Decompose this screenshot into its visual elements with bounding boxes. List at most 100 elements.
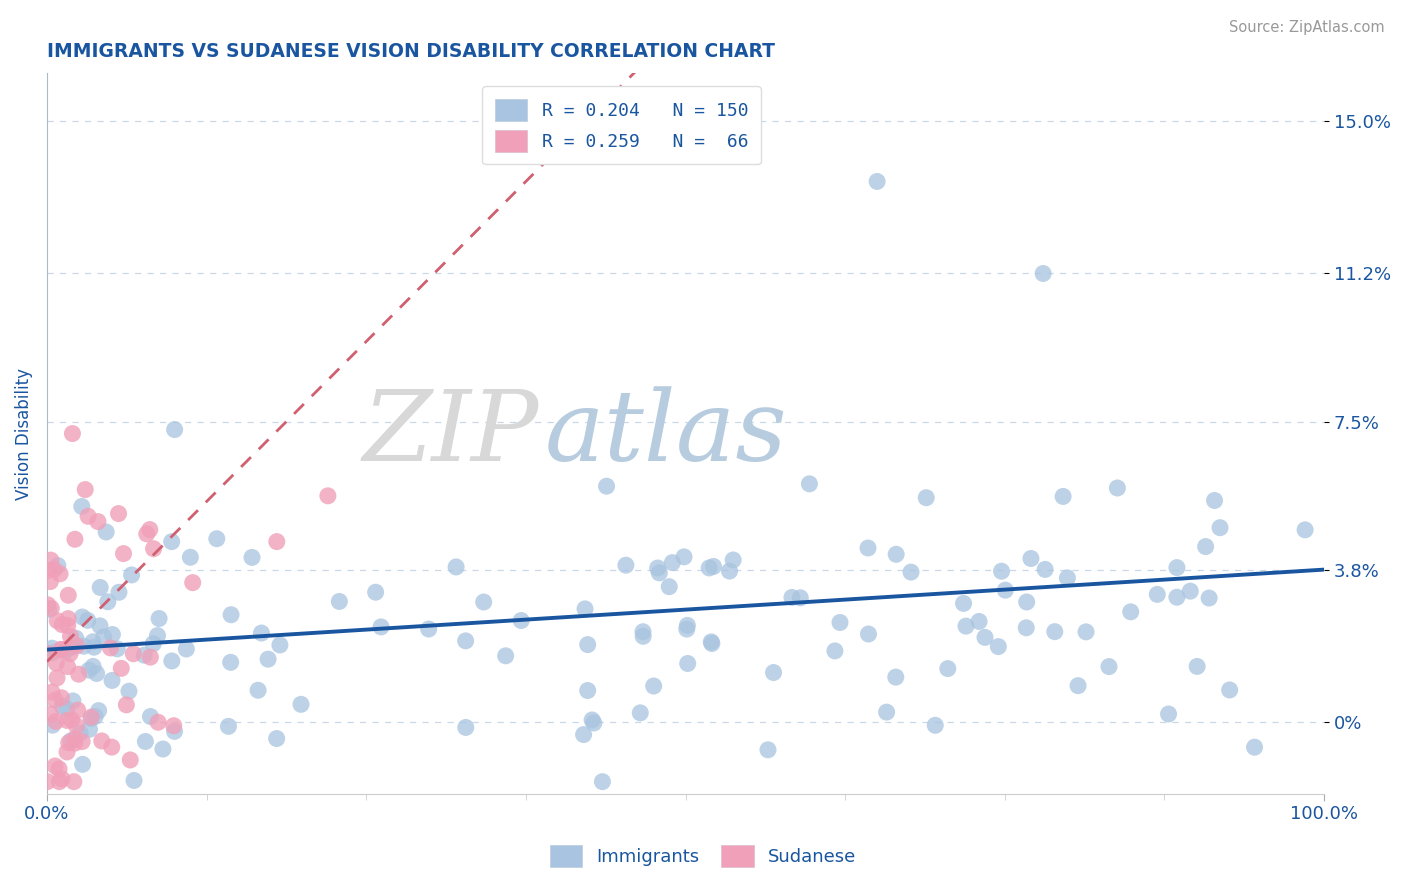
Point — [105, 641, 128, 656]
Point — [51, 642, 73, 657]
Point — [80, 712, 103, 726]
Point — [65, 719, 87, 733]
Point — [1015, 621, 1038, 635]
Point — [49, 642, 72, 657]
Point — [418, 622, 440, 636]
Point — [63, 736, 86, 750]
Point — [44, 693, 66, 707]
Point — [59, 734, 82, 748]
Point — [952, 596, 974, 610]
Point — [44, 563, 66, 577]
Point — [718, 564, 741, 578]
Point — [83, 640, 105, 655]
Point — [990, 564, 1012, 578]
Point — [974, 631, 997, 645]
Point — [1209, 521, 1232, 535]
Point — [661, 556, 683, 570]
Point — [122, 647, 145, 661]
Point — [1294, 523, 1316, 537]
Point — [1119, 605, 1142, 619]
Point — [63, 533, 86, 547]
Point — [1067, 679, 1090, 693]
Point — [70, 500, 93, 514]
Point — [1243, 740, 1265, 755]
Point — [924, 718, 946, 732]
Point — [250, 626, 273, 640]
Point — [631, 624, 654, 639]
Point — [290, 698, 312, 712]
Point — [87, 515, 110, 529]
Point — [856, 541, 879, 555]
Point — [39, 553, 62, 567]
Point — [1204, 493, 1226, 508]
Point — [700, 635, 723, 649]
Point — [115, 698, 138, 712]
Point — [58, 736, 80, 750]
Point — [46, 558, 69, 573]
Point — [60, 713, 83, 727]
Point — [77, 663, 100, 677]
Text: IMMIGRANTS VS SUDANESE VISION DISABILITY CORRELATION CHART: IMMIGRANTS VS SUDANESE VISION DISABILITY… — [46, 42, 775, 61]
Point — [1056, 571, 1078, 585]
Point — [121, 568, 143, 582]
Point — [118, 684, 141, 698]
Point — [80, 710, 103, 724]
Point — [48, 774, 70, 789]
Point — [75, 483, 97, 497]
Point — [77, 509, 100, 524]
Point — [756, 743, 779, 757]
Point — [1019, 551, 1042, 566]
Point — [45, 656, 67, 670]
Point — [65, 631, 87, 645]
Point — [37, 598, 59, 612]
Point — [63, 774, 86, 789]
Point — [89, 619, 111, 633]
Point — [39, 574, 62, 589]
Point — [1074, 624, 1097, 639]
Point — [134, 648, 156, 663]
Point — [56, 745, 79, 759]
Point — [46, 614, 69, 628]
Text: ZIP: ZIP — [363, 386, 538, 481]
Point — [148, 611, 170, 625]
Point — [614, 558, 637, 573]
Point — [37, 774, 59, 789]
Point — [510, 614, 533, 628]
Point — [328, 594, 350, 608]
Legend: Immigrants, Sudanese: Immigrants, Sudanese — [543, 838, 863, 874]
Point — [42, 646, 65, 660]
Point — [135, 527, 157, 541]
Point — [631, 629, 654, 643]
Point — [824, 644, 846, 658]
Point — [120, 753, 142, 767]
Point — [41, 718, 63, 732]
Point — [100, 640, 122, 655]
Point — [101, 627, 124, 641]
Point — [100, 740, 122, 755]
Point — [86, 666, 108, 681]
Point — [1166, 560, 1188, 574]
Point — [107, 507, 129, 521]
Point — [66, 703, 89, 717]
Point — [72, 757, 94, 772]
Point — [591, 774, 613, 789]
Point — [269, 638, 291, 652]
Point — [56, 659, 79, 673]
Point — [87, 704, 110, 718]
Point — [97, 595, 120, 609]
Point — [205, 532, 228, 546]
Point — [59, 647, 82, 661]
Point — [60, 640, 83, 655]
Point — [643, 679, 665, 693]
Point — [1098, 659, 1121, 673]
Point — [582, 716, 605, 731]
Point — [676, 618, 699, 632]
Point — [181, 575, 204, 590]
Point — [112, 547, 135, 561]
Point — [46, 671, 69, 685]
Point — [160, 534, 183, 549]
Point — [108, 585, 131, 599]
Point — [59, 629, 82, 643]
Point — [38, 602, 60, 616]
Point — [866, 174, 889, 188]
